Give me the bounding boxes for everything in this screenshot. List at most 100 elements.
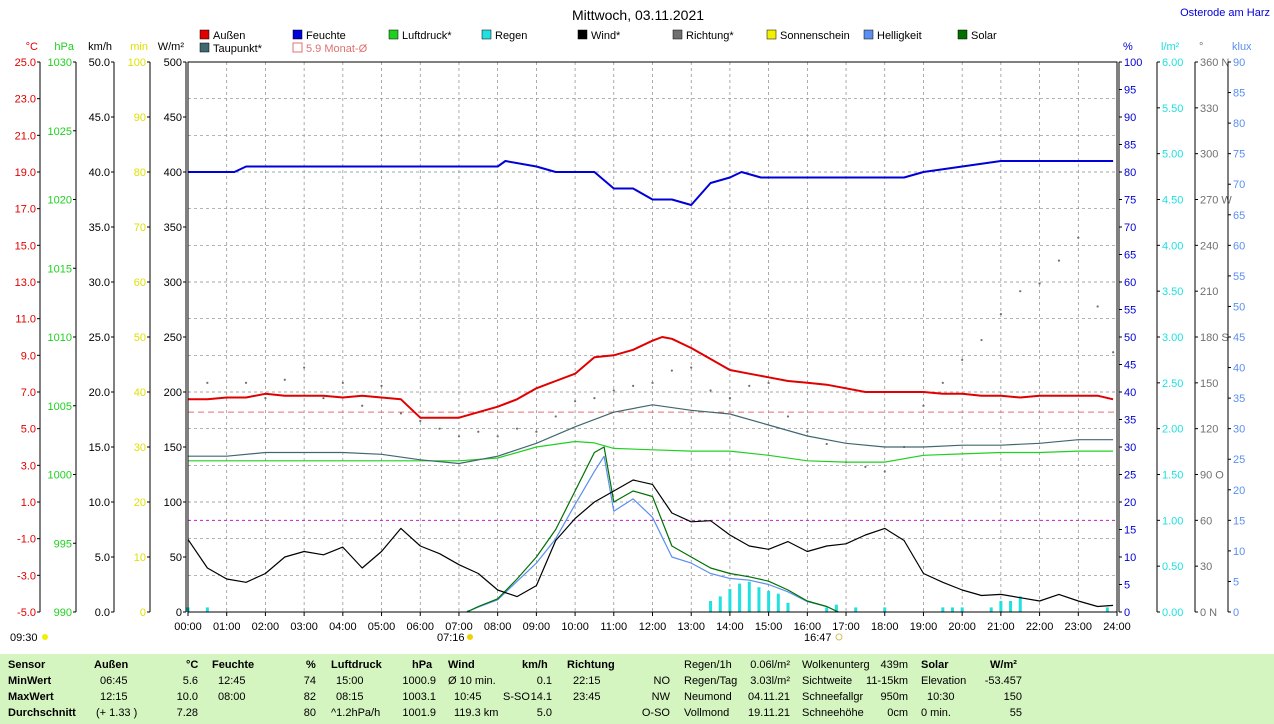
schneefallgr-value: 950m <box>880 691 908 703</box>
direction-point <box>554 415 557 418</box>
legend-swatch <box>292 42 303 53</box>
right-axis-tick-label: 80 <box>1233 118 1245 130</box>
direction-point <box>322 397 325 400</box>
left-axis-unit: min <box>130 41 148 53</box>
direction-point <box>515 427 519 430</box>
legend-label: Wind* <box>591 30 621 42</box>
right-axis-tick-label: 20 <box>1233 485 1245 497</box>
x-axis-tick-label: 07:00 <box>445 621 473 633</box>
direction-point <box>961 358 964 362</box>
x-axis-tick-label: 22:00 <box>1026 621 1054 633</box>
left-axis-tick-label: 450 <box>164 112 182 124</box>
luftdruck-min-value: 1000.9 <box>402 675 436 687</box>
x-axis-tick-label: 20:00 <box>948 621 976 633</box>
left-axis-tick-label: 500 <box>164 57 182 69</box>
legend-label: 5.9 Monat-Ø <box>306 43 368 55</box>
right-axis-tick-label: 90 <box>1124 112 1136 124</box>
right-axis-tick-label: 80 <box>1124 167 1136 179</box>
right-axis-tick-label: 4.50 <box>1162 195 1183 207</box>
right-axis-tick-label: 85 <box>1233 88 1245 100</box>
x-axis: 00:00 01:00 02:00 03:00 04:00 05:00 06:00 07:00… <box>174 612 1131 633</box>
right-axis-tick-label: 15 <box>1124 525 1136 537</box>
rain-bar <box>825 607 829 612</box>
wind-max-time: 10:45 <box>454 691 482 703</box>
row-maxwert: MaxWert <box>8 691 54 703</box>
left-axis-tick-label: 100 <box>164 497 182 509</box>
series-line-feuchte <box>188 160 1114 206</box>
right-axis-unit: l/m² <box>1161 41 1180 53</box>
richtung-time-1: 22:15 <box>573 675 601 687</box>
legend-label: Helligkeit <box>877 30 922 42</box>
direction-point <box>206 381 209 384</box>
x-axis-tick-label: 24:00 <box>1103 621 1131 633</box>
aussen-unit: °C <box>186 659 199 671</box>
schneefallgr-label: Schneefallgr <box>802 691 864 703</box>
right-axis-tick-label: 65 <box>1124 250 1136 262</box>
feuchte-max-value: 82 <box>303 691 316 703</box>
right-axis-tick-label: 100 <box>1124 57 1142 69</box>
left-axes: °C 25.0 23.0 21.0 19.0 17.0 15.0 13.0 11.0 9.0 7.0… <box>15 41 187 619</box>
right-axis-tick-label: 25 <box>1233 454 1245 466</box>
wolkenunterg-label: Wolkenunterg <box>802 659 870 671</box>
direction-point <box>380 384 383 387</box>
left-axis-tick-label: 20 <box>134 497 146 509</box>
elevation-value: -53.457 <box>984 675 1022 687</box>
right-axis-tick-label: 3.00 <box>1162 332 1183 344</box>
direction-point <box>864 465 867 468</box>
location-label: Osterode am Harz <box>1180 7 1270 19</box>
legend-swatch <box>863 29 874 40</box>
left-axis-tick-label: 995 <box>54 538 72 550</box>
aussen-header: Außen <box>94 659 129 671</box>
aussen-avg-trend: (+ 1.33 ) <box>96 707 138 719</box>
left-axis-tick-label: 21.0 <box>15 130 36 142</box>
left-axis-tick-label: 1025 <box>48 126 72 138</box>
series-line-luftdruck <box>188 440 1114 463</box>
wind-avg10-value: 0.1 <box>536 675 552 687</box>
sichtweite-value: 11-15km <box>866 675 908 687</box>
x-axis-tick-label: 19:00 <box>910 621 938 633</box>
left-axis-tick-label: 350 <box>164 222 182 234</box>
sichtweite-label: Sichtweite <box>802 675 853 687</box>
right-axis-tick-label: 300 <box>1200 149 1218 161</box>
legend-label: Taupunkt* <box>213 43 263 55</box>
left-axis-tick-label: -1.0 <box>17 534 36 546</box>
solar-max-value: 150 <box>1003 691 1022 703</box>
rain-bar <box>854 607 858 612</box>
sunshine-start-icon <box>42 634 48 640</box>
legend-swatch <box>292 29 303 40</box>
left-axis-tick-label: 19.0 <box>15 167 36 179</box>
luftdruck-header: Luftdruck <box>331 659 382 671</box>
wind-max-direction: S-SO <box>503 691 530 703</box>
right-axis-tick-label: 40 <box>1233 363 1245 375</box>
wind-distance: 119.3 km <box>454 707 499 719</box>
right-axis-tick-label: 95 <box>1124 85 1136 97</box>
luftdruck-trend: ^1.2hPa/h <box>331 707 381 719</box>
direction-point <box>651 381 654 384</box>
right-axis-unit: klux <box>1232 41 1252 53</box>
right-axis-tick-label: 35 <box>1233 393 1245 405</box>
rain-bar <box>747 581 751 612</box>
right-axis-tick-label: 45 <box>1124 360 1136 372</box>
right-axis-tick-label: 330 <box>1200 103 1218 115</box>
legend-label: Sonnenschein <box>780 30 850 42</box>
direction-point <box>457 435 461 438</box>
legend-label: Außen <box>213 30 245 42</box>
direction-point <box>941 381 944 384</box>
legend: Außen Feuchte Luftdruck* Regen Wind* Richtung… <box>199 29 997 55</box>
direction-point <box>361 404 364 407</box>
left-axis-tick-label: 1005 <box>48 401 72 413</box>
direction-point <box>728 397 732 400</box>
solar-min-label: 0 min. <box>921 707 951 719</box>
left-axis-tick-label: 35.0 <box>89 222 110 234</box>
x-axis-tick-label: 12:00 <box>639 621 667 633</box>
rain-bar <box>950 607 954 612</box>
left-axis-tick-label: 1010 <box>48 332 72 344</box>
x-axis-tick-label: 06:00 <box>406 621 434 633</box>
legend-label: Richtung* <box>686 30 734 42</box>
right-axis-tick-label: 10 <box>1124 552 1136 564</box>
neumond-value: 04.11.21 <box>747 691 790 703</box>
direction-point <box>922 404 925 407</box>
left-axis-tick-label: 7.0 <box>21 387 36 399</box>
direction-point <box>670 369 673 372</box>
rain-bar <box>709 601 713 612</box>
